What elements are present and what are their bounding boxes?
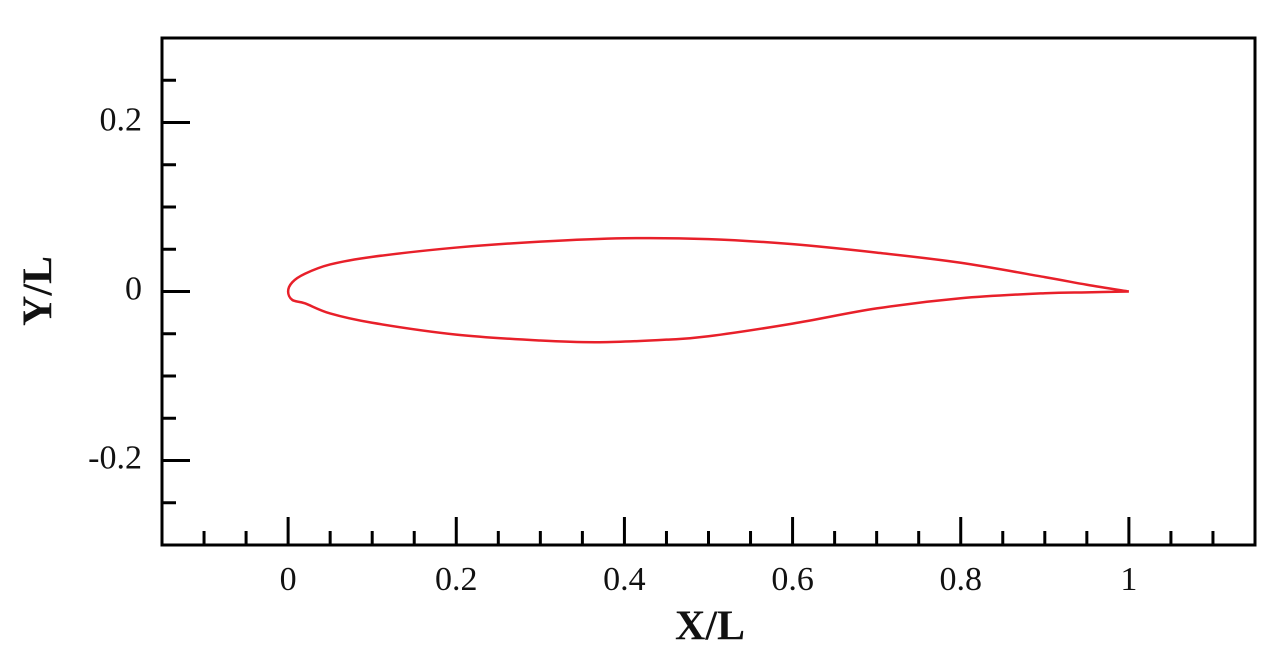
plot-frame	[160, 36, 1257, 547]
y-tick-label: 0	[125, 270, 142, 307]
y-tick-label: -0.2	[88, 439, 142, 476]
x-axis-title: X/L	[675, 604, 745, 650]
x-tick-label: 0.2	[435, 561, 478, 598]
x-tick-label: 0.6	[771, 561, 814, 598]
x-tick-label: 0	[280, 561, 297, 598]
x-tick-label: 0.4	[603, 561, 646, 598]
x-tick-label: 1	[1120, 561, 1137, 598]
y-tick-label: 0.2	[100, 101, 143, 138]
y-axis-title: Y/L	[16, 256, 62, 326]
profile-line	[286, 236, 1130, 344]
x-tick-label: 0.8	[939, 561, 982, 598]
